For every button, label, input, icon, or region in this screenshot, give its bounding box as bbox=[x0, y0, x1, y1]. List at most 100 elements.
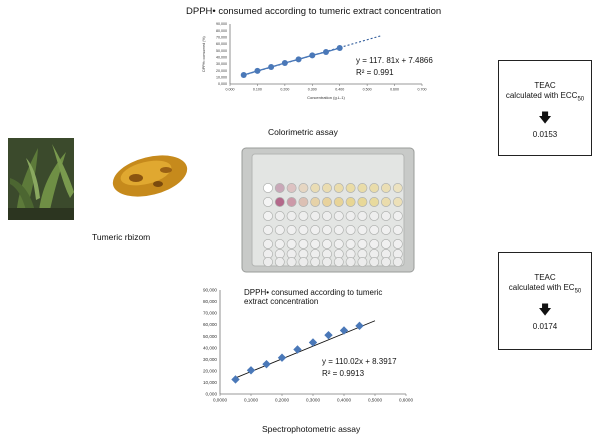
colorimetric-assay-label: Colorimetric assay bbox=[268, 127, 338, 137]
teac-ecc50-value: 0.0153 bbox=[532, 129, 558, 139]
y-tick-label: 60,000 bbox=[203, 322, 217, 327]
bottom-chart-r2: R² = 0.9913 bbox=[322, 369, 365, 378]
plate-well bbox=[357, 197, 368, 207]
data-point bbox=[246, 366, 256, 375]
plate-well bbox=[392, 257, 403, 267]
data-point bbox=[309, 52, 316, 59]
x-tick-label: 0,1000 bbox=[244, 398, 258, 403]
down-arrow-icon: 🡇 bbox=[538, 109, 552, 125]
y-tick-label: 40,000 bbox=[216, 56, 227, 60]
teac-ec50-box: TEAC calculated with EC50 🡇 0.0174 bbox=[498, 252, 592, 350]
y-tick-label: 40,000 bbox=[203, 345, 217, 350]
x-tick-label: 0.200 bbox=[280, 88, 289, 92]
teac-ec50-title: TEAC bbox=[534, 273, 556, 282]
plate-well bbox=[381, 211, 391, 221]
y-tick-label: 20,000 bbox=[203, 368, 217, 373]
plate-well bbox=[369, 183, 380, 193]
plate-well bbox=[333, 239, 344, 249]
plate-well bbox=[298, 197, 309, 207]
y-tick-label: 30,000 bbox=[203, 357, 217, 362]
plate-well bbox=[392, 183, 403, 193]
plate-well bbox=[310, 211, 321, 221]
x-tick-label: 0,0000 bbox=[213, 398, 227, 403]
bottom-chart-title: DPPH• consumed according to tumeric extr… bbox=[244, 288, 383, 306]
bottom-chart-equation: y = 110.02x + 8.3917 bbox=[322, 357, 397, 366]
plate-well bbox=[333, 211, 344, 221]
spectrophotometric-assay-label: Spectrophotometric assay bbox=[262, 424, 361, 434]
plate-well bbox=[274, 197, 285, 207]
data-point bbox=[268, 64, 275, 70]
y-tick-label: 90,000 bbox=[203, 288, 217, 293]
plate-well bbox=[274, 239, 285, 249]
data-point bbox=[254, 67, 261, 74]
teac-ecc50-box: TEAC calculated with ECC50 🡇 0.0153 bbox=[498, 60, 592, 156]
plate-well bbox=[345, 211, 356, 221]
plate-well bbox=[286, 225, 297, 235]
data-point bbox=[240, 72, 247, 78]
y-tick-label: 90,000 bbox=[216, 22, 227, 26]
plate-well bbox=[310, 239, 321, 249]
data-point bbox=[295, 56, 302, 63]
x-tick-label: 0,4000 bbox=[337, 398, 351, 403]
x-tick-label: 0,5000 bbox=[368, 398, 382, 403]
plate-well bbox=[357, 257, 368, 267]
teac-ecc50-calc: calculated with ECC50 bbox=[505, 91, 585, 103]
x-tick-label: 0,3000 bbox=[306, 398, 320, 403]
plate-well bbox=[298, 183, 309, 193]
x-tick-label: 0.100 bbox=[253, 88, 262, 92]
teac-ec50-value: 0.0174 bbox=[532, 321, 558, 331]
y-tick-label: 20,000 bbox=[216, 69, 227, 73]
plate-well bbox=[263, 197, 273, 207]
plate-well bbox=[369, 197, 380, 207]
data-point bbox=[293, 345, 302, 354]
y-tick-label: 50,000 bbox=[203, 334, 217, 339]
plate-well bbox=[381, 225, 391, 235]
data-point bbox=[231, 375, 240, 384]
x-tick-label: 0,2000 bbox=[275, 398, 289, 403]
x-tick-label: 0.300 bbox=[308, 88, 317, 92]
plate-well bbox=[310, 257, 321, 267]
y-tick-label: 10,000 bbox=[203, 380, 217, 385]
plate-well bbox=[392, 225, 403, 235]
plate-well bbox=[345, 239, 356, 249]
plate-well bbox=[286, 183, 297, 193]
data-point bbox=[308, 338, 318, 347]
x-tick-label: 0.000 bbox=[226, 88, 235, 92]
data-point bbox=[277, 353, 287, 362]
y-tick-label: 0,000 bbox=[206, 392, 218, 397]
top-chart: 0,000 10,000 20,000 30,000 40,000 50,000 60,00… bbox=[202, 22, 427, 100]
plate-well bbox=[310, 225, 321, 235]
plate-well bbox=[263, 257, 273, 267]
top-chart-equation: y = 117. 81x + 7.4866 bbox=[356, 56, 433, 65]
plate-well bbox=[322, 239, 332, 249]
plate-well bbox=[263, 239, 273, 249]
plate-well bbox=[298, 225, 309, 235]
x-axis-label: Concentration (g.L-1) bbox=[307, 95, 345, 100]
teac-ec50-calc: calculated with EC50 bbox=[508, 283, 582, 295]
plate-well bbox=[274, 211, 285, 221]
x-tick-label: 0.700 bbox=[418, 88, 427, 92]
plate-well bbox=[369, 211, 380, 221]
plate-well bbox=[310, 197, 321, 207]
data-point bbox=[355, 321, 364, 331]
plate-well bbox=[345, 197, 356, 207]
rhizome-photo bbox=[106, 148, 192, 204]
y-tick-label: 80,000 bbox=[203, 299, 217, 304]
y-tick-label: 0,000 bbox=[218, 82, 227, 86]
plate-well bbox=[345, 257, 356, 267]
data-point bbox=[336, 45, 343, 51]
plate-well bbox=[392, 197, 403, 207]
data-point bbox=[281, 60, 288, 66]
rhizome-label: Tumeric rbizom bbox=[92, 232, 151, 242]
plate-well bbox=[333, 183, 344, 193]
plate-well bbox=[310, 183, 321, 193]
x-tick-label: 0,6000 bbox=[399, 398, 413, 403]
plate-well bbox=[381, 257, 391, 267]
plate-well bbox=[392, 211, 403, 221]
plate-well bbox=[333, 225, 344, 235]
teac-ecc50-title: TEAC bbox=[534, 81, 556, 90]
plate-well bbox=[357, 225, 368, 235]
plate-well bbox=[357, 239, 368, 249]
plate-well bbox=[298, 257, 309, 267]
plate-well bbox=[322, 183, 332, 193]
